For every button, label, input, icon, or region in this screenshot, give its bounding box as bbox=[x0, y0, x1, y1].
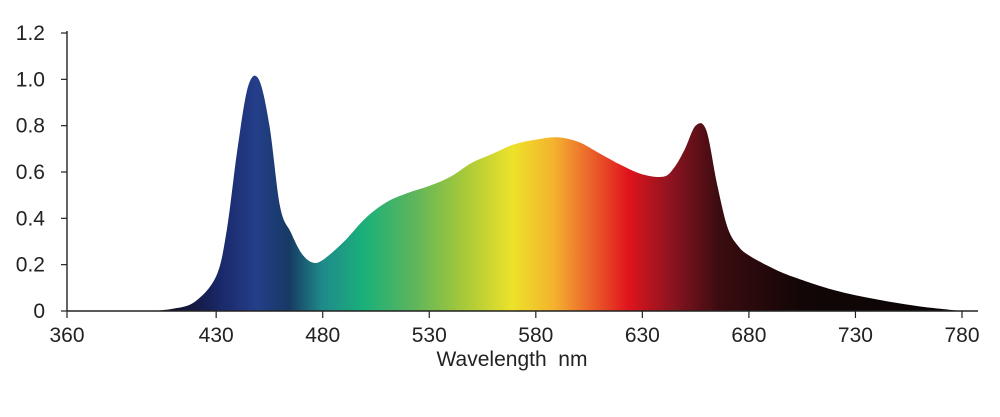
x-tick-label: 530 bbox=[412, 324, 447, 347]
y-tick-label: 0 bbox=[33, 300, 45, 323]
y-tick-label: 0.4 bbox=[16, 207, 46, 230]
y-tick-label: 0.8 bbox=[16, 115, 45, 138]
x-tick-label: 730 bbox=[838, 324, 873, 347]
plot-area bbox=[152, 75, 963, 311]
spectrum-area bbox=[152, 75, 963, 311]
x-tick-label: 360 bbox=[49, 324, 84, 347]
y-tick-label: 0.2 bbox=[16, 254, 45, 277]
x-tick-label: 680 bbox=[731, 324, 766, 347]
x-tick-label: 630 bbox=[625, 324, 660, 347]
x-tick-label: 580 bbox=[518, 324, 553, 347]
x-tick-label: 430 bbox=[199, 324, 234, 347]
y-tick-label: 1.0 bbox=[16, 68, 45, 91]
x-tick-label: 480 bbox=[305, 324, 340, 347]
y-tick-label: 1.2 bbox=[16, 22, 45, 45]
x-tick-label: 780 bbox=[944, 324, 979, 347]
axes: 360 430 480 530 580 630 680 730 780 0 0.2 0.4 0.6 0.8… bbox=[16, 22, 980, 347]
y-tick-label: 0.6 bbox=[16, 161, 45, 184]
x-axis-label: Wavelength nm bbox=[437, 348, 588, 371]
